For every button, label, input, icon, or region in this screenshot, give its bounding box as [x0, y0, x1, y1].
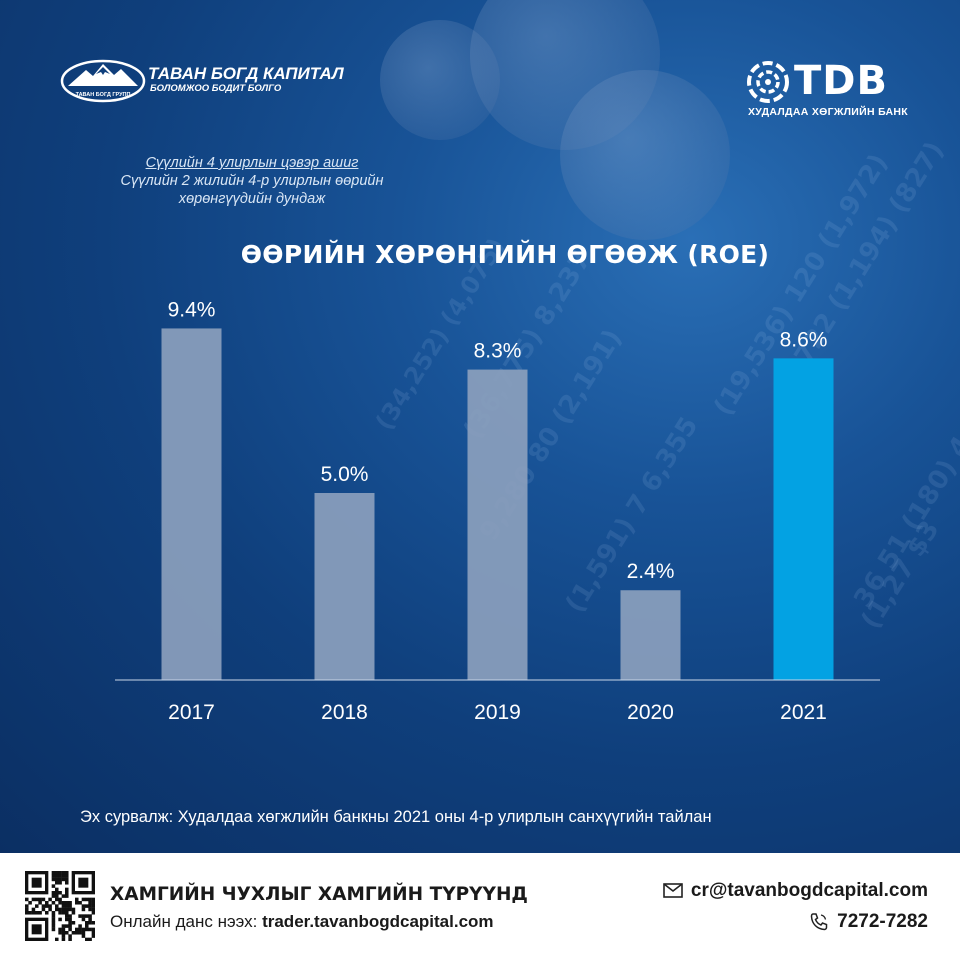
- bar-2018: [314, 493, 375, 680]
- tdb-logo: TDB ХУДАЛДАА ХӨГЖЛИЙН БАНК: [746, 58, 916, 120]
- x-tick-label-2019: 2019: [474, 701, 521, 724]
- formula-numerator: Сүүлийн 4 улирлын цэвэр ашиг: [145, 155, 359, 171]
- value-label-2018: 5.0%: [321, 463, 369, 486]
- tavan-bogd-logo: ТАВАН БОГД ГРУПП ТАВАН БОГД КАПИТАЛ БОЛО…: [60, 58, 360, 104]
- background-canvas: (34,252) (4,075) (36,775) 8,237 9,280 80…: [0, 0, 960, 853]
- x-tick-label-2017: 2017: [168, 701, 215, 724]
- formula-denominator-line1: Сүүлийн 2 жилийн 4-р улирлын өөрийн: [120, 173, 384, 189]
- envelope-icon: [663, 883, 683, 899]
- roe-bar-chart: 9.4% 2017 5.0% 2018 8.3% 2019 2.4% 2020 8.6% 2021: [115, 298, 880, 724]
- tdb-emblem-icon: [747, 61, 789, 103]
- value-label-2021: 8.6%: [780, 328, 828, 351]
- qr-code-icon[interactable]: [25, 871, 95, 941]
- chart-title: ӨӨРИЙН ХӨРӨНГИЙН ӨГӨӨЖ (ROE): [240, 240, 770, 269]
- footer: ХАМГИЙН ЧУХЛЫГ ХАМГИЙН ТҮРҮҮНД Онлайн да…: [0, 853, 960, 960]
- value-label-2017: 9.4%: [168, 298, 216, 321]
- roe-formula: Сүүлийн 4 улирлын цэвэр ашиг Сүүлийн 2 ж…: [62, 154, 442, 208]
- coin-decoration: [380, 20, 500, 140]
- online-url-link[interactable]: trader.tavanbogdcapital.com: [262, 912, 494, 931]
- bar-2020: [620, 590, 681, 680]
- tdb-name: TDB: [794, 58, 888, 104]
- mountain-logo-icon: ТАВАН БОГД ГРУПП: [60, 59, 146, 103]
- brand-slogan: БОЛОМЖОО БОДИТ БОЛГО: [150, 83, 282, 94]
- coin-decoration: [470, 0, 660, 150]
- bar-2019: [467, 369, 528, 680]
- online-label: Онлайн данс нээх:: [110, 912, 263, 931]
- tdb-subtitle: ХУДАЛДАА ХӨГЖЛИЙН БАНК: [748, 106, 909, 118]
- bar-2021: [773, 358, 834, 680]
- svg-text:ТАВАН БОГД ГРУПП: ТАВАН БОГД ГРУПП: [76, 92, 131, 98]
- phone-number[interactable]: 7272-7282: [837, 911, 928, 932]
- email-contact: cr@tavanbogdcapital.com: [663, 880, 928, 902]
- brand-name: ТАВАН БОГД КАПИТАЛ: [148, 64, 344, 83]
- value-label-2019: 8.3%: [474, 340, 522, 363]
- formula-denominator-line2: хөрөнгүүдийн дундаж: [178, 191, 326, 207]
- online-account: Онлайн данс нээх: trader.tavanbogdcapita…: [110, 912, 494, 932]
- source-note: Эх сурвалж: Худалдаа хөгжлийн банкны 202…: [80, 808, 712, 826]
- value-label-2020: 2.4%: [627, 560, 675, 583]
- coin-decoration: [560, 70, 730, 240]
- phone-icon: [810, 913, 828, 931]
- bar-2017: [161, 328, 222, 680]
- x-tick-label-2018: 2018: [321, 701, 368, 724]
- x-tick-label-2021: 2021: [780, 701, 827, 724]
- footer-slogan: ХАМГИЙН ЧУХЛЫГ ХАМГИЙН ТҮРҮҮНД: [110, 884, 528, 905]
- phone-contact: 7272-7282: [809, 911, 928, 933]
- email-link[interactable]: cr@tavanbogdcapital.com: [690, 880, 928, 901]
- x-tick-label-2020: 2020: [627, 701, 674, 724]
